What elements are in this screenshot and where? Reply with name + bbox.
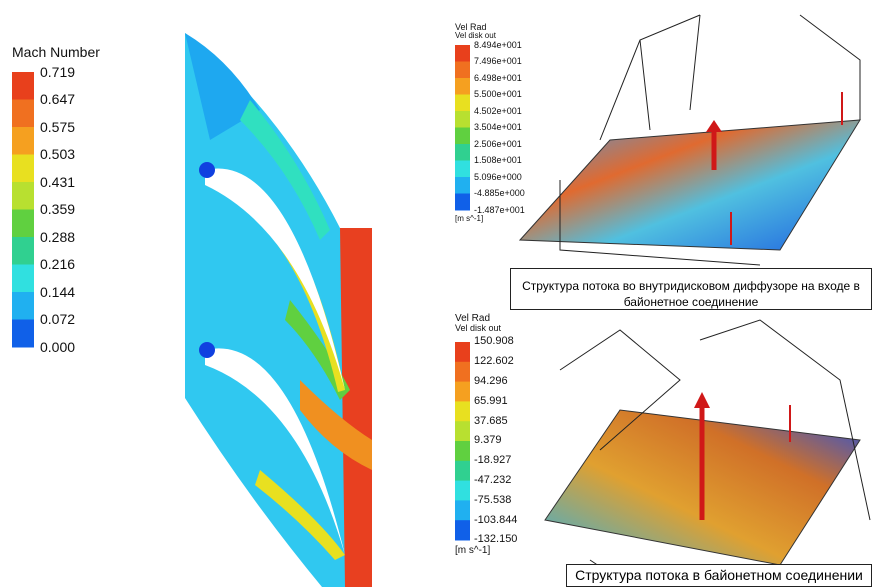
legend-swatch (455, 128, 470, 145)
legend-label: 150.908 (474, 335, 514, 347)
legend-label: 0.575 (40, 119, 75, 135)
legend-swatch (455, 95, 470, 112)
legend-label: 0.000 (40, 339, 75, 355)
legend-subtitle: Vel disk out (455, 323, 501, 333)
flow-3d-bottom (545, 320, 870, 580)
legend-label: 0.216 (40, 256, 75, 272)
legend-swatch (12, 155, 34, 183)
legend-label: 0.072 (40, 311, 75, 327)
legend-swatch (455, 62, 470, 79)
legend-label: 94.296 (474, 375, 508, 387)
legend-label: 0.288 (40, 229, 75, 245)
legend-title: Mach Number (12, 44, 100, 60)
legend-label: -47.232 (474, 474, 511, 486)
legend-label: -75.538 (474, 494, 511, 506)
legend-label: 65.991 (474, 395, 508, 407)
legend-swatch (455, 144, 470, 161)
legend-label: 7.496e+001 (474, 56, 522, 66)
legend-label: 0.144 (40, 284, 75, 300)
legend-swatch (12, 265, 34, 293)
legend-swatch (12, 127, 34, 155)
legend-label: 3.504e+001 (474, 122, 522, 132)
flow-3d-top (520, 15, 860, 265)
legend-label: 0.359 (40, 201, 75, 217)
legend-swatch (455, 500, 470, 520)
legend-swatch (455, 520, 470, 540)
legend-swatch (455, 194, 470, 211)
mach-contour (185, 33, 372, 587)
legend-label: 2.506e+001 (474, 139, 522, 149)
legend-label: 0.431 (40, 174, 75, 190)
legend-swatch (455, 111, 470, 128)
legend-swatch (12, 320, 34, 348)
legend-swatch (12, 182, 34, 210)
legend-label: -132.150 (474, 533, 517, 545)
legend-swatch (12, 237, 34, 265)
legend-swatch (455, 481, 470, 501)
legend-label: 8.494e+001 (474, 40, 522, 50)
legend-swatch (455, 161, 470, 178)
legend-label: 0.647 (40, 91, 75, 107)
legend-label: -103.844 (474, 514, 517, 526)
legend-label: -1.487e+001 (474, 205, 525, 215)
legend-label: 1.508e+001 (474, 155, 522, 165)
legend-label: -18.927 (474, 454, 511, 466)
legend-unit: [m s^-1] (455, 214, 483, 223)
caption: Структура потока в байонетном соединении (566, 564, 872, 587)
legend-swatch (455, 78, 470, 95)
legend-label: 0.503 (40, 146, 75, 162)
legend-swatch (455, 342, 470, 362)
legend-label: 9.379 (474, 434, 502, 446)
legend-label: 0.719 (40, 64, 75, 80)
legend-swatch (12, 210, 34, 238)
legend-label: 5.500e+001 (474, 89, 522, 99)
legend-swatch (455, 401, 470, 421)
legend-label: 5.096e+000 (474, 172, 522, 182)
legend-label: -4.885e+000 (474, 188, 525, 198)
legend-label: 37.685 (474, 415, 508, 427)
page: Mach Number Vel Rad Vel disk out [m s^-1… (0, 0, 877, 587)
legend-swatch (455, 421, 470, 441)
caption: Структура потока во внутридисковом диффу… (510, 268, 872, 310)
legend-label: 4.502e+001 (474, 106, 522, 116)
legend-swatch (455, 177, 470, 194)
legend-swatch (455, 45, 470, 62)
legend-swatch (455, 362, 470, 382)
legend-swatch (12, 72, 34, 100)
legend-swatch (12, 100, 34, 128)
legend-swatch (12, 292, 34, 320)
legend-swatch (455, 461, 470, 481)
legend-label: 6.498e+001 (474, 73, 522, 83)
legend-label: 122.602 (474, 355, 514, 367)
legend-swatch (455, 382, 470, 402)
legend-swatch (455, 441, 470, 461)
legend-unit: [m s^-1] (455, 545, 490, 556)
